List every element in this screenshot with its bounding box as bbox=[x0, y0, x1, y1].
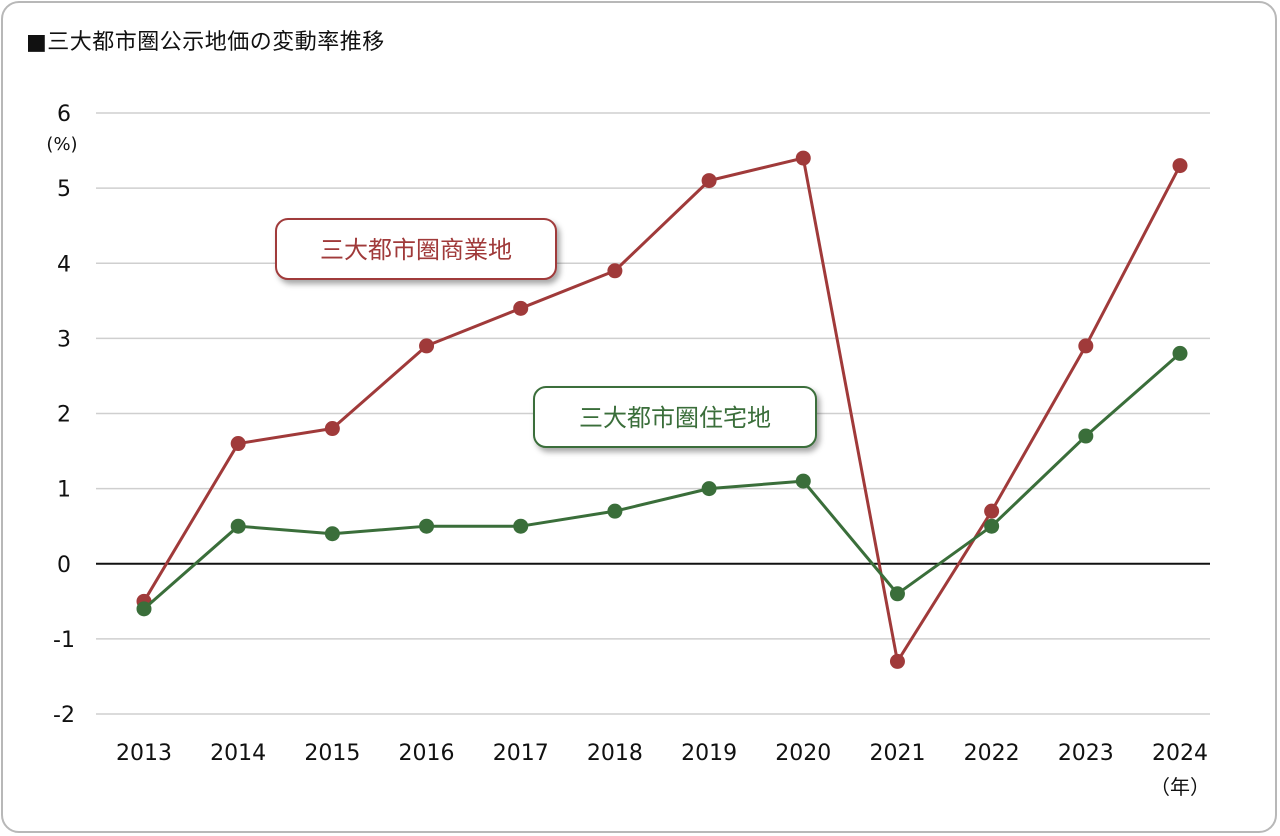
data-point bbox=[136, 601, 152, 617]
x-tick-label: 2020 bbox=[775, 741, 831, 766]
label-box bbox=[275, 218, 557, 280]
y-tick-label: 4 bbox=[57, 252, 71, 277]
x-tick-label: 2017 bbox=[493, 741, 549, 766]
x-tick-label: 2014 bbox=[210, 741, 266, 766]
y-axis-ticks: 6 5 4 3 2 1 0 -1 -2 bbox=[53, 102, 75, 728]
x-tick-label: 2024 bbox=[1152, 741, 1208, 766]
series-line bbox=[142, 156, 1182, 663]
series-line bbox=[143, 352, 1181, 610]
data-point bbox=[419, 518, 435, 534]
x-tick-label: 2023 bbox=[1058, 741, 1114, 766]
y-tick-label: 2 bbox=[57, 403, 71, 428]
x-tick-label: 2021 bbox=[869, 741, 925, 766]
x-axis-ticks: 2013 2014 2015 2016 2017 2018 2019 2020 2021 2022… bbox=[116, 741, 1208, 766]
data-point bbox=[513, 518, 529, 534]
series-lines bbox=[136, 150, 1188, 669]
x-tick-label: 2016 bbox=[399, 741, 455, 766]
data-point bbox=[795, 473, 811, 489]
x-axis-unit: （年） bbox=[1150, 775, 1210, 799]
data-point bbox=[230, 436, 246, 452]
series-label-1: 三大都市圏商業地 bbox=[275, 218, 557, 280]
label-box bbox=[533, 386, 817, 448]
data-point bbox=[701, 173, 717, 189]
data-point bbox=[324, 421, 340, 437]
series-name: 三大都市圏住宅地 bbox=[579, 404, 771, 432]
series-2 bbox=[136, 345, 1188, 617]
y-tick-label: 5 bbox=[57, 177, 71, 202]
y-axis-unit: (%) bbox=[46, 134, 77, 155]
x-tick-label: 2013 bbox=[116, 741, 172, 766]
y-tick-label: -2 bbox=[53, 703, 75, 728]
data-point bbox=[701, 481, 717, 497]
grid-lines bbox=[96, 112, 1210, 715]
data-point bbox=[984, 503, 1000, 519]
x-tick-label: 2019 bbox=[681, 741, 737, 766]
y-tick-label: 3 bbox=[57, 327, 71, 352]
x-tick-label: 2018 bbox=[587, 741, 643, 766]
data-point bbox=[889, 586, 905, 602]
data-point bbox=[513, 300, 529, 316]
series-label-2: 三大都市圏住宅地 bbox=[533, 386, 817, 448]
data-point bbox=[1078, 338, 1094, 354]
chart-title: ■三大都市圏公示地価の変動率推移 bbox=[26, 30, 385, 55]
x-tick-label: 2022 bbox=[964, 741, 1020, 766]
series-1 bbox=[136, 150, 1188, 669]
data-point bbox=[889, 653, 905, 669]
data-point bbox=[795, 150, 811, 166]
data-point bbox=[324, 526, 340, 542]
x-tick-label: 2015 bbox=[304, 741, 360, 766]
y-tick-label: -1 bbox=[53, 628, 75, 653]
series-name: 三大都市圏商業地 bbox=[320, 236, 512, 264]
data-point bbox=[984, 518, 1000, 534]
data-point bbox=[419, 338, 435, 354]
y-tick-label: 0 bbox=[57, 553, 71, 578]
y-tick-label: 1 bbox=[57, 478, 71, 503]
data-point bbox=[1172, 345, 1188, 361]
data-point bbox=[607, 503, 623, 519]
data-point bbox=[607, 263, 623, 279]
data-point bbox=[1172, 158, 1188, 174]
data-point bbox=[230, 518, 246, 534]
data-point bbox=[1078, 428, 1094, 444]
y-tick-label: 6 bbox=[57, 102, 71, 127]
